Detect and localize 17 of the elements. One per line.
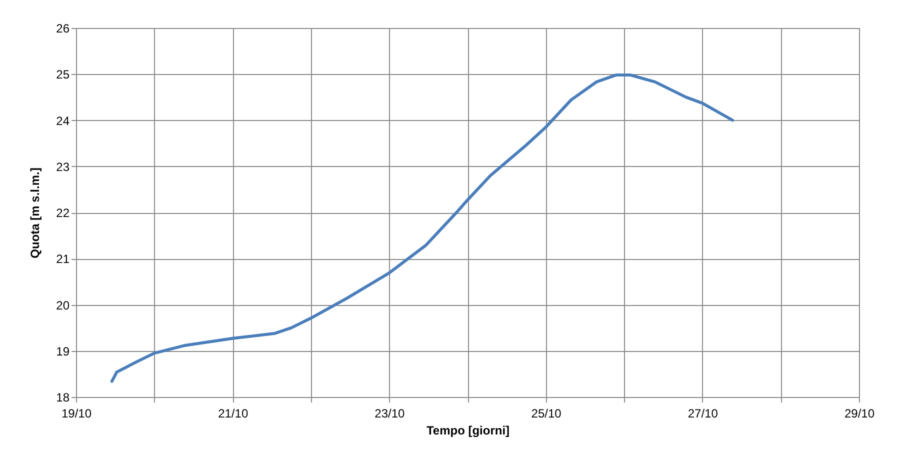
y-tick-label: 24 <box>56 114 70 128</box>
x-tick-label: 27/10 <box>688 406 718 420</box>
x-tick-label: 23/10 <box>374 406 406 420</box>
y-tick-label: 23 <box>56 160 70 174</box>
x-tick-label: 29/10 <box>844 406 875 420</box>
x-tick-label: 21/10 <box>218 406 248 420</box>
y-tick-label: 26 <box>56 22 70 36</box>
y-tick-label: 18 <box>56 390 70 404</box>
y-tick-label: 20 <box>56 298 70 312</box>
y-tick-label: 19 <box>56 344 70 358</box>
y-tick-label: 22 <box>56 206 70 220</box>
x-tick-label: 25/10 <box>531 406 562 420</box>
x-tick-label: 19/10 <box>61 406 92 420</box>
y-tick-label: 25 <box>56 68 70 82</box>
y-axis-title: Quota [m s.l.m.] <box>28 168 42 258</box>
x-axis-title: Tempo [giorni] <box>426 424 510 438</box>
y-tick-label: 21 <box>56 252 70 266</box>
